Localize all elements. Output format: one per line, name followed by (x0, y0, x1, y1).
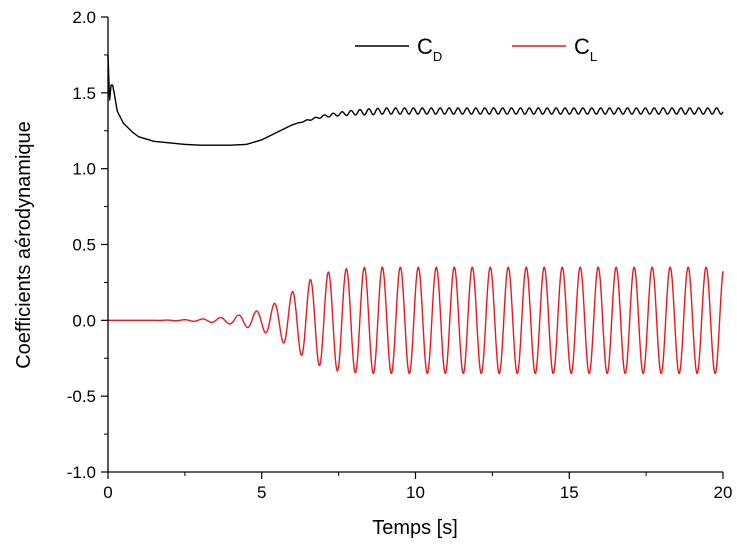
series-layer (107, 54, 724, 375)
legend-label-cl: CL (574, 34, 597, 64)
x-tick-label: 10 (406, 483, 425, 502)
x-tick-label: 5 (257, 483, 266, 502)
series-cd-line (107, 54, 724, 146)
y-tick-label: -0.5 (67, 387, 96, 406)
legend-label-cd: CD (417, 34, 442, 64)
y-axis-title: Coefficients aérodynamique (13, 121, 35, 369)
series-cl-line (108, 266, 724, 375)
y-tick-label: -1.0 (67, 463, 96, 482)
legend: CD CL (355, 34, 597, 64)
axes-layer: 0 5 10 15 20 -1.0 -0.5 0.0 0.5 1.0 1.5 2.0 (67, 8, 733, 502)
y-tick-label: 1.5 (72, 84, 96, 103)
y-tick-label: 0.5 (72, 236, 96, 255)
y-tick-label: 0.0 (72, 311, 96, 330)
y-tick-label: 2.0 (72, 8, 96, 27)
x-tick-label: 20 (714, 483, 733, 502)
x-tick-label: 15 (560, 483, 579, 502)
x-tick-label: 0 (103, 483, 112, 502)
x-axis-title: Temps [s] (372, 517, 458, 539)
y-tick-label: 1.0 (72, 160, 96, 179)
